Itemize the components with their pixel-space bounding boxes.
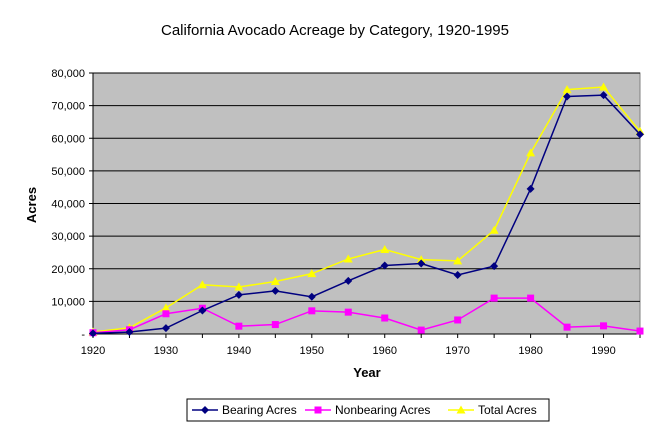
data-point-bearing-acres [234,290,243,299]
data-point-nonbearing-acres [636,327,644,335]
legend-label-total-acres: Total Acres [478,403,537,417]
data-point-nonbearing-acres [235,322,243,330]
data-point-nonbearing-acres [162,310,170,318]
data-point-total-acres [270,276,280,285]
chart-title: California Avocado Acreage by Category, … [161,22,509,39]
data-point-nonbearing-acres [600,322,608,330]
x-tick-label: 1960 [372,345,396,357]
data-point-bearing-acres [198,306,207,315]
legend-box [186,398,550,422]
y-tick-label: 70,000 [51,101,85,113]
data-point-nonbearing-acres [454,316,462,324]
data-point-nonbearing-acres [563,323,571,331]
data-point-bearing-acres [125,328,134,337]
y-axis-label: Acres [24,187,39,223]
data-point-total-acres [234,282,244,291]
data-point-total-acres [489,225,499,234]
data-point-nonbearing-acres [381,314,389,322]
x-tick-label: 1930 [154,345,178,357]
legend-marker-nonbearing-acres [314,406,322,414]
legend: Bearing Acres Nonbearing Acres Total Acres [186,398,550,422]
y-tick-label: 20,000 [51,264,85,276]
data-point-total-acres [599,82,609,91]
legend-marker-total-acres [456,405,466,414]
y-tick-label: 40,000 [51,199,85,211]
legend-label-bearing-acres: Bearing Acres [222,403,297,417]
y-tick-label: 80,000 [51,68,85,80]
series-line-total-acres [92,86,641,333]
legend-marker-bearing-acres [201,406,209,414]
data-point-nonbearing-acres [417,326,425,334]
data-point-total-acres [526,148,536,157]
data-point-nonbearing-acres [344,308,352,316]
x-axis-label: Year [353,365,380,380]
data-point-total-acres [161,303,171,312]
data-point-bearing-acres [563,92,572,101]
data-point-bearing-acres [344,276,353,285]
data-point-nonbearing-acres [527,294,535,302]
data-point-total-acres [453,256,463,265]
series-line-nonbearing-acres [92,297,641,334]
data-point-bearing-acres [490,262,499,271]
x-tick-label: 1970 [445,345,469,357]
y-tick-label: 50,000 [51,166,85,178]
data-point-total-acres [307,269,317,278]
data-point-nonbearing-acres [490,294,498,302]
data-point-nonbearing-acres [308,307,316,315]
series-line-bearing-acres [92,94,641,335]
data-point-total-acres [197,280,207,289]
x-tick-label: 1950 [300,345,324,357]
y-tick-label: 30,000 [51,231,85,243]
data-point-bearing-acres [599,91,608,100]
data-point-total-acres [562,85,572,94]
data-point-bearing-acres [417,259,426,268]
data-point-bearing-acres [271,286,280,295]
data-point-nonbearing-acres [271,321,279,329]
data-point-bearing-acres [526,184,535,193]
data-point-bearing-acres [380,261,389,270]
plot-area: - 10,000 20,000 30,000 40,000 50,000 60,000 70,… [51,68,645,357]
y-tick-label: - [81,329,85,341]
x-tick-label: 1940 [227,345,251,357]
data-point-total-acres [416,255,426,264]
data-point-bearing-acres [307,292,316,301]
y-tick-label: 60,000 [51,133,85,145]
data-point-bearing-acres [89,329,97,338]
legend-label-nonbearing-acres: Nonbearing Acres [335,403,430,417]
data-point-bearing-acres [161,324,170,333]
data-point-bearing-acres [453,270,462,279]
data-point-bearing-acres [636,130,644,139]
y-tick-label: 10,000 [51,296,85,308]
data-point-total-acres [380,245,390,254]
x-tick-label: 1990 [591,345,615,357]
x-tick-label: 1980 [518,345,542,357]
data-point-total-acres [343,254,353,263]
x-tick-label: 1920 [81,345,105,357]
